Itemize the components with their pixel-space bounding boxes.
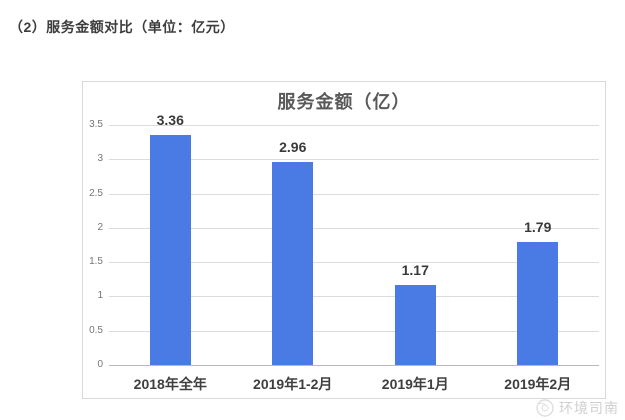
gridline <box>109 159 599 161</box>
x-axis-label: 2018年全年 <box>133 376 207 392</box>
bar-value-label: 2.96 <box>279 139 307 156</box>
watermark: 环境司南 <box>536 398 619 418</box>
x-axis-baseline <box>109 365 599 366</box>
bar <box>149 134 191 365</box>
section-heading: （2）服务金额对比（单位：亿元） <box>9 19 235 35</box>
bar <box>517 242 559 365</box>
gridline <box>109 125 599 126</box>
y-tick-label: 0 <box>97 359 103 370</box>
x-axis-label: 2019年1月 <box>381 376 449 392</box>
gridline <box>109 193 599 195</box>
y-tick-label: 2.5 <box>89 187 103 199</box>
x-axis-label: 2019年1-2月 <box>253 376 333 392</box>
y-tick-label: 1 <box>97 290 103 302</box>
chart-title: 服务金额（亿） <box>277 92 411 112</box>
y-tick-label: 0.5 <box>89 324 103 336</box>
bar-chart: 服务金额（亿） 0 0.5 1 1.5 2 2.5 3 3.5 3.36 2018年全年 2.96 2… <box>82 81 606 399</box>
y-tick-label: 2 <box>97 221 103 233</box>
bar <box>394 284 436 365</box>
gridline <box>109 330 599 332</box>
y-tick-label: 3.5 <box>89 119 103 130</box>
watermark-text: 环境司南 <box>559 400 619 416</box>
y-tick-label: 3 <box>97 153 103 165</box>
x-axis-label: 2019年2月 <box>504 376 572 392</box>
bar <box>272 162 314 365</box>
compass-logo-icon <box>536 399 554 417</box>
gridline <box>109 262 599 264</box>
bar-value-label: 1.79 <box>524 219 552 236</box>
y-tick-label: 1.5 <box>89 256 103 268</box>
bar-value-label: 3.36 <box>156 111 184 128</box>
plot-area: 0 0.5 1 1.5 2 2.5 3 3.5 3.36 2018年全年 2.96 2019年1-2月… <box>89 112 599 392</box>
bar-value-label: 1.17 <box>401 261 429 278</box>
gridline <box>109 227 599 229</box>
gridline <box>109 296 599 298</box>
